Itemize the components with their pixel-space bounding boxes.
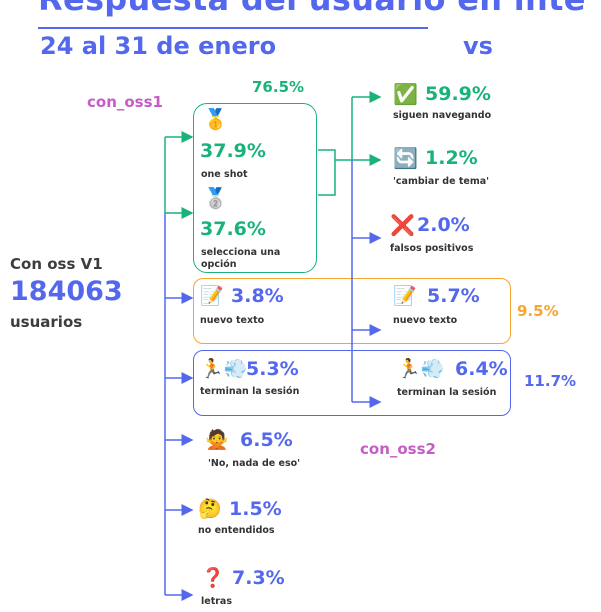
nuevo-total-pct: 9.5% (517, 302, 559, 320)
summary-count: 184063 (10, 276, 123, 307)
group-box-con-oss1 (193, 103, 317, 273)
falsos-pct: 2.0% (417, 214, 470, 236)
nada-label: 'No, nada de eso' (208, 458, 301, 469)
siguen-label: siguen navegando (393, 110, 492, 121)
selecciona-label-2: opción (201, 259, 237, 270)
nada-pct: 6.5% (240, 429, 293, 451)
cambiar-label: 'cambiar de tema' (393, 176, 490, 187)
nuevo1-pct: 3.8% (231, 285, 284, 307)
group-total-pct: 76.5% (252, 78, 305, 96)
runner-icon: 🏃💨 (397, 358, 445, 380)
cross-icon: ❌ (390, 213, 415, 237)
letras-pct: 7.3% (232, 567, 285, 589)
nuevo2-label: nuevo texto (393, 315, 458, 326)
term1-label: terminan la sesión (200, 386, 300, 397)
term1-pct: 5.3% (246, 358, 299, 380)
date-range: 24 al 31 de enero (40, 32, 277, 60)
medal-silver-icon: 🥈 (203, 186, 228, 210)
term2-pct: 6.4% (455, 358, 508, 380)
memo-icon: 📝 (393, 285, 417, 307)
no-ent-label: no entendidos (198, 525, 275, 536)
title-underline (38, 27, 428, 29)
term2-label: terminan la sesión (397, 387, 497, 398)
term-total-pct: 11.7% (524, 372, 577, 390)
thinking-icon: 🤔 (198, 498, 222, 520)
one-shot-label: one shot (201, 169, 248, 180)
page-title: Respuesta del usuario en inte (38, 0, 586, 18)
medal-gold-icon: 🥇 (203, 107, 228, 131)
runner-icon: 🏃💨 (200, 358, 248, 380)
summary-title: Con oss V1 (10, 255, 103, 273)
nuevo2-pct: 5.7% (427, 285, 480, 307)
selecciona-pct: 37.6% (200, 218, 266, 240)
check-icon: ✅ (393, 82, 418, 106)
memo-icon: 📝 (200, 285, 224, 307)
letras-label: letras (201, 596, 232, 607)
nuevo1-label: nuevo texto (200, 315, 265, 326)
cambiar-pct: 1.2% (425, 147, 478, 169)
tag-con-oss2: con_oss2 (360, 440, 436, 458)
tag-con-oss1: con_oss1 (87, 93, 163, 111)
gesture-no-icon: 🙅 (205, 429, 229, 451)
no-ent-pct: 1.5% (229, 498, 282, 520)
one-shot-pct: 37.9% (200, 140, 266, 162)
refresh-icon: 🔄 (393, 146, 418, 170)
question-icon: ❓ (201, 567, 225, 589)
falsos-label: falsos positivos (390, 243, 474, 254)
selecciona-label-1: selecciona una (201, 247, 281, 258)
summary-unit: usuarios (10, 313, 83, 331)
vs-label: vs (463, 32, 493, 60)
siguen-pct: 59.9% (425, 83, 491, 105)
